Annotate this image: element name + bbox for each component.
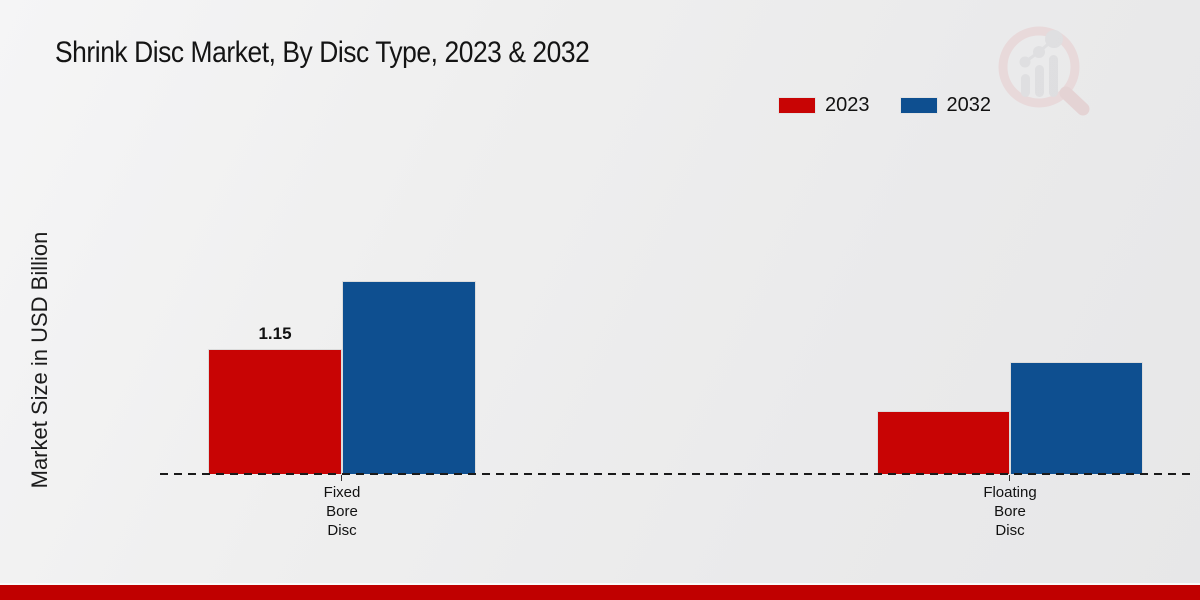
brand-accent-bar: [0, 585, 1200, 600]
category-label-line: Bore: [326, 503, 358, 520]
bar-floating-2032: [1010, 362, 1143, 474]
legend-swatch-2032: [899, 97, 938, 114]
legend-label-2032: 2032: [946, 94, 992, 116]
bar-fixed-2023: 1.15: [208, 324, 342, 474]
x-axis-baseline: [160, 473, 1192, 475]
legend-swatch-2023: [778, 97, 816, 114]
category-label-line: Fixed: [323, 484, 361, 501]
bar-value-label-fixed-2023: 1.15: [258, 324, 292, 343]
chart-title: Shrink Disc Market, By Disc Type, 2023 &…: [55, 36, 590, 69]
category-label-fixed-bore-disc: Fixed Bore Disc: [272, 483, 412, 540]
x-axis-tick-fixed: [341, 475, 342, 481]
category-label-line: Disc: [995, 522, 1025, 539]
magnifier-bar-chart-watermark-icon: [998, 26, 1090, 116]
legend: 2023 2032: [778, 94, 991, 117]
bar-fixed-2032: [342, 281, 476, 474]
bar-floating-2023: [877, 411, 1010, 474]
legend-label-2023: 2023: [825, 94, 870, 116]
category-label-line: Floating: [983, 484, 1037, 501]
legend-item-2023: 2023: [778, 94, 870, 117]
legend-item-2032: 2032: [899, 94, 992, 117]
category-label-line: Disc: [327, 522, 357, 539]
category-label-line: Bore: [994, 503, 1026, 520]
bottom-divider: [0, 583, 1200, 585]
category-label-floating-bore-disc: Floating Bore Disc: [940, 483, 1080, 540]
x-axis-tick-floating: [1009, 475, 1010, 481]
